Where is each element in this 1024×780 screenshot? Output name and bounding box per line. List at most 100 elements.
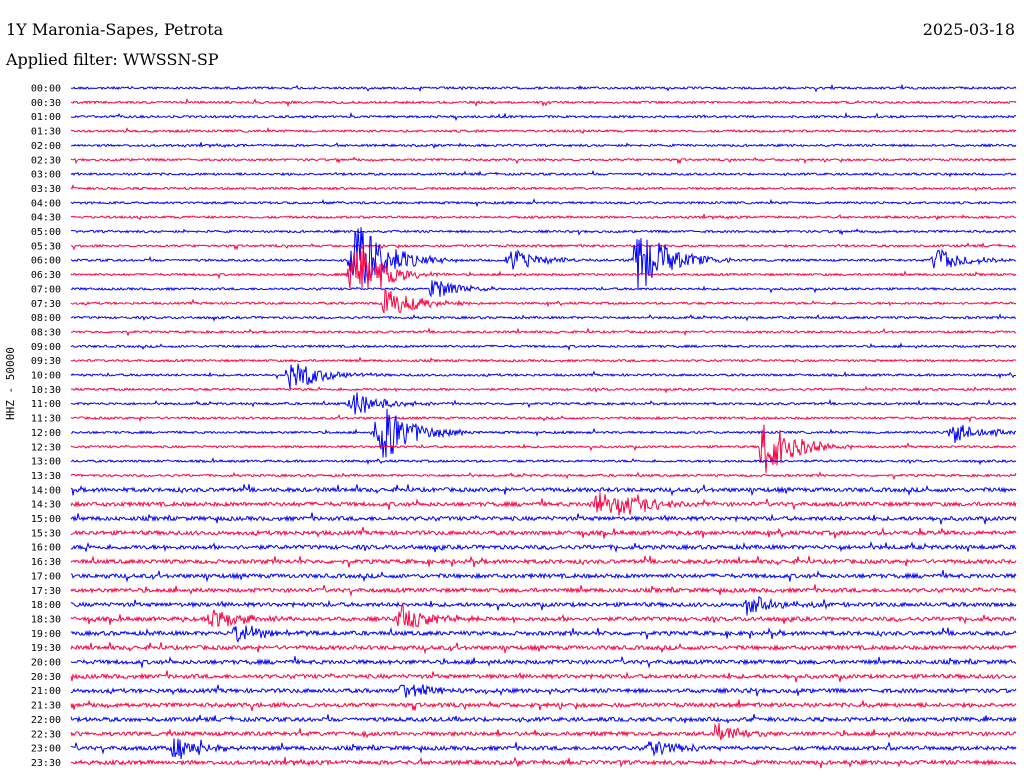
trace-row-0200 bbox=[70, 142, 1017, 149]
trace-row-2000 bbox=[70, 656, 1017, 669]
row-time-label: 20:00 bbox=[31, 658, 61, 669]
trace-row-0900 bbox=[70, 342, 1017, 352]
trace-row-0000 bbox=[71, 83, 1017, 93]
row-time-label: 01:30 bbox=[31, 127, 61, 138]
trace-row-1430 bbox=[70, 492, 1017, 516]
row-time-label: 17:00 bbox=[31, 571, 61, 582]
row-time-label: 07:00 bbox=[31, 284, 61, 295]
trace-row-2130 bbox=[70, 699, 1017, 712]
row-time-label: 18:00 bbox=[31, 600, 61, 611]
trace-row-0130 bbox=[70, 126, 1017, 135]
trace-row-0400 bbox=[70, 198, 1017, 208]
row-time-label: 14:30 bbox=[31, 500, 61, 511]
trace-row-0230 bbox=[70, 156, 1017, 165]
trace-row-0730 bbox=[70, 288, 1017, 314]
trace-row-1500 bbox=[70, 512, 1017, 525]
trace-row-1400 bbox=[71, 484, 1017, 497]
trace-row-1700 bbox=[70, 570, 1017, 583]
trace-row-0030 bbox=[71, 97, 1017, 108]
trace-row-0800 bbox=[70, 313, 1017, 322]
trace-row-1730 bbox=[70, 584, 1017, 597]
row-time-label: 00:30 bbox=[31, 98, 61, 109]
row-time-label: 09:00 bbox=[31, 342, 61, 353]
trace-row-0530 bbox=[70, 242, 1016, 251]
trace-row-2330 bbox=[70, 756, 1017, 769]
row-time-label: 01:00 bbox=[31, 112, 61, 123]
trace-row-1330 bbox=[70, 471, 1017, 481]
row-time-label: 04:00 bbox=[31, 198, 61, 209]
trace-row-1200 bbox=[70, 408, 1017, 458]
row-time-label: 11:30 bbox=[31, 414, 61, 425]
trace-row-2030 bbox=[70, 670, 1017, 683]
row-time-label: 08:00 bbox=[31, 313, 61, 324]
trace-row-1830 bbox=[70, 604, 1017, 628]
row-time-label: 22:30 bbox=[31, 729, 61, 740]
trace-row-2200 bbox=[70, 713, 1017, 725]
row-time-label: 23:00 bbox=[31, 744, 61, 755]
row-time-label: 06:30 bbox=[31, 270, 61, 281]
row-time-label: 13:00 bbox=[31, 457, 61, 468]
trace-row-0830 bbox=[71, 327, 1017, 337]
trace-row-1800 bbox=[70, 595, 1017, 616]
trace-row-0300 bbox=[70, 169, 1017, 178]
row-time-label: 15:00 bbox=[31, 514, 61, 525]
trace-row-1530 bbox=[70, 526, 1017, 539]
filter-label: Applied filter: WWSSN-SP bbox=[6, 50, 219, 69]
row-time-label: 04:30 bbox=[31, 213, 61, 224]
row-time-label: 16:00 bbox=[31, 543, 61, 554]
trace-row-1030 bbox=[70, 385, 1017, 394]
row-time-label: 10:30 bbox=[31, 385, 61, 396]
trace-row-2300 bbox=[70, 738, 1017, 760]
trace-row-1300 bbox=[70, 457, 1017, 466]
trace-row-0700 bbox=[70, 279, 1017, 298]
row-time-label: 19:00 bbox=[31, 629, 61, 640]
trace-row-0500 bbox=[70, 228, 1017, 236]
trace-row-1100 bbox=[70, 392, 1017, 415]
row-time-label: 18:30 bbox=[31, 614, 61, 625]
row-time-label: 02:00 bbox=[31, 141, 61, 152]
station-title: 1Y Maronia-Sapes, Petrota bbox=[6, 20, 224, 39]
row-time-label: 21:30 bbox=[31, 701, 61, 712]
row-time-label: 20:30 bbox=[31, 672, 61, 683]
date-label: 2025-03-18 bbox=[922, 20, 1015, 39]
row-time-label: 17:30 bbox=[31, 586, 61, 597]
trace-row-0600 bbox=[70, 227, 1017, 290]
row-time-label: 02:30 bbox=[31, 155, 61, 166]
row-time-label: 21:00 bbox=[31, 686, 61, 697]
row-time-label: 08:30 bbox=[31, 327, 61, 338]
row-time-label: 15:30 bbox=[31, 528, 61, 539]
row-time-label: 19:30 bbox=[31, 643, 61, 654]
trace-row-0630 bbox=[70, 249, 1017, 289]
row-time-label: 22:00 bbox=[31, 715, 61, 726]
row-time-label: 06:00 bbox=[31, 256, 61, 267]
trace-row-1900 bbox=[70, 625, 1017, 643]
trace-row-1600 bbox=[70, 540, 1017, 554]
row-time-label: 05:30 bbox=[31, 241, 61, 252]
trace-row-1000 bbox=[70, 363, 1017, 389]
trace-row-1130 bbox=[70, 414, 1017, 423]
row-time-label: 23:30 bbox=[31, 758, 61, 769]
row-time-label: 07:30 bbox=[31, 299, 61, 310]
trace-row-1630 bbox=[70, 555, 1017, 568]
row-time-label: 10:00 bbox=[31, 371, 61, 382]
row-time-label: 05:00 bbox=[31, 227, 61, 238]
row-time-label: 13:30 bbox=[31, 471, 61, 482]
trace-row-0430 bbox=[70, 213, 1017, 221]
row-time-label: 00:00 bbox=[31, 84, 61, 95]
row-time-label: 12:00 bbox=[31, 428, 61, 439]
trace-row-2100 bbox=[70, 684, 1017, 698]
row-time-label: 09:30 bbox=[31, 356, 61, 367]
row-time-label: 14:00 bbox=[31, 485, 61, 496]
trace-row-1930 bbox=[70, 642, 1017, 655]
trace-row-1230 bbox=[70, 424, 1017, 474]
row-time-label: 11:00 bbox=[31, 399, 61, 410]
trace-row-2230 bbox=[70, 722, 1017, 741]
row-time-label: 03:00 bbox=[31, 170, 61, 181]
row-time-label: 16:30 bbox=[31, 557, 61, 568]
row-time-label: 03:30 bbox=[31, 184, 61, 195]
trace-row-0930 bbox=[70, 356, 1017, 363]
trace-row-0330 bbox=[70, 184, 1017, 192]
row-time-label: 12:30 bbox=[31, 442, 61, 453]
trace-row-0100 bbox=[70, 111, 1017, 122]
